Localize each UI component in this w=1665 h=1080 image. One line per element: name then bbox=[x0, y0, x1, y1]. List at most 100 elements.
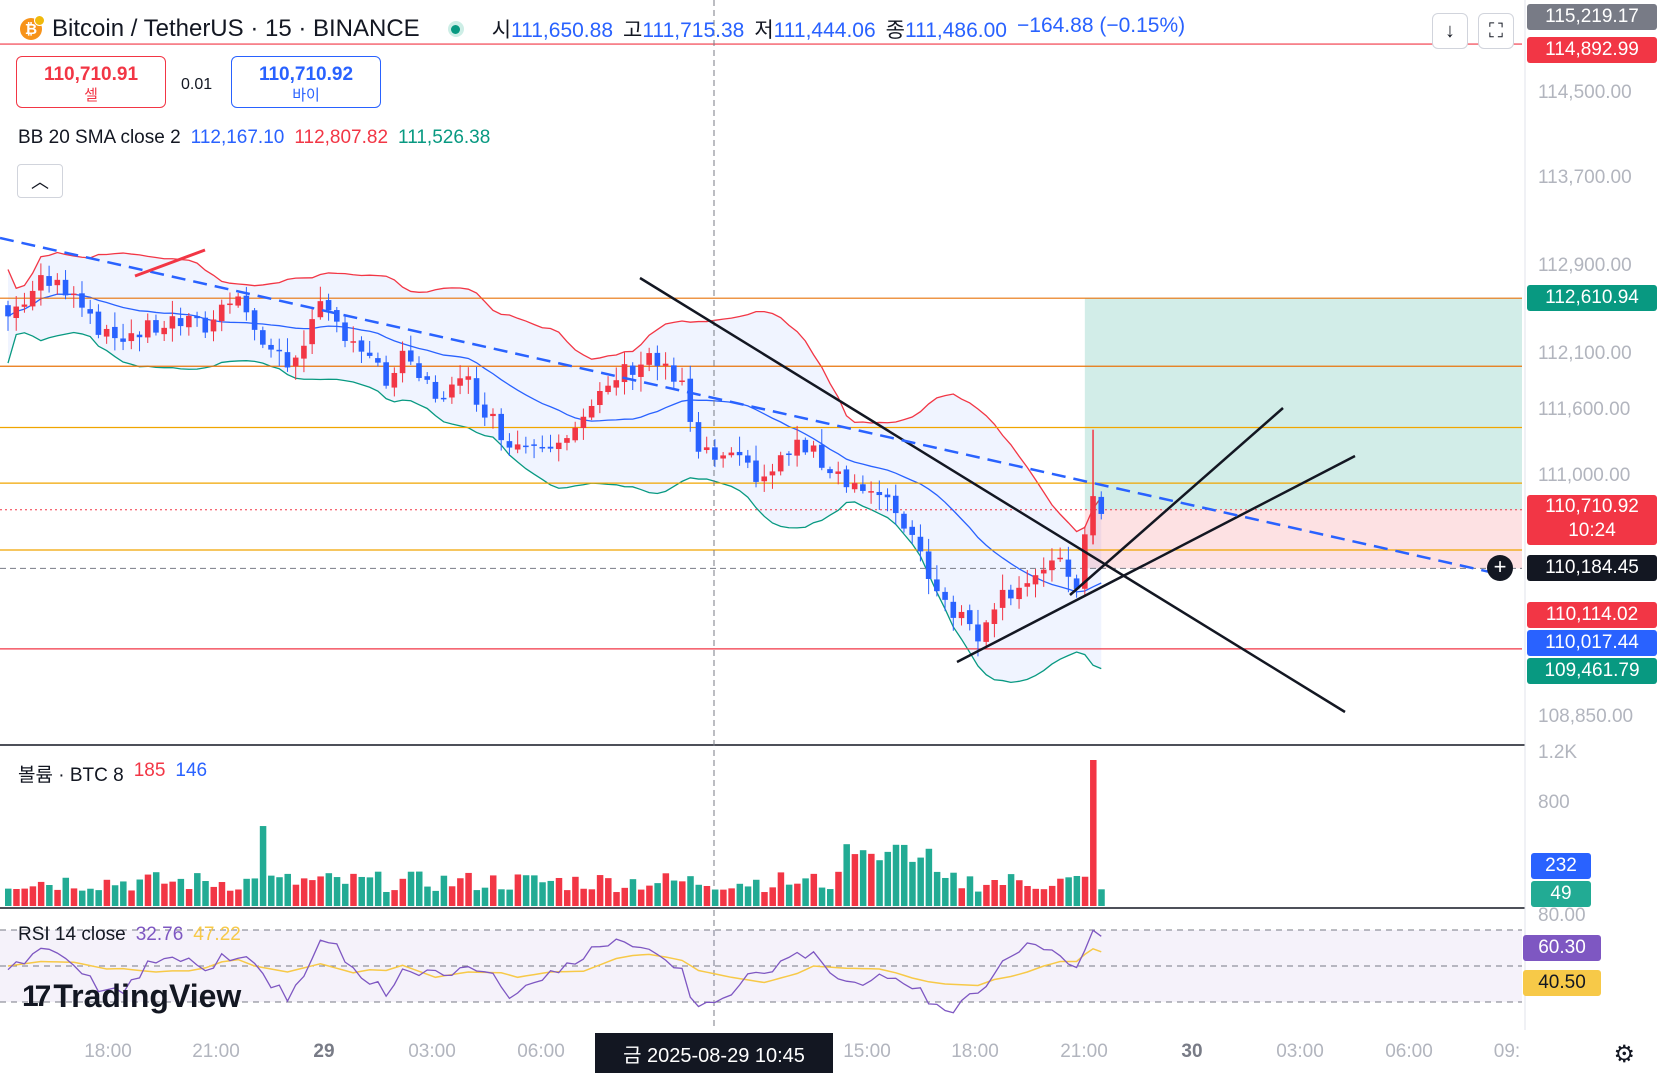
candle bbox=[227, 303, 233, 306]
candle bbox=[457, 378, 463, 386]
volume-bar bbox=[383, 891, 390, 906]
candle bbox=[62, 279, 69, 296]
volume-bar bbox=[350, 873, 357, 906]
volume-bar bbox=[531, 875, 538, 906]
volume-bar bbox=[720, 889, 727, 906]
volume-bar bbox=[1090, 760, 1097, 906]
buy-button[interactable]: 110,710.92 바이 bbox=[231, 56, 381, 108]
candle bbox=[917, 536, 924, 552]
candle bbox=[112, 326, 118, 339]
volume-bar bbox=[596, 875, 604, 906]
fullscreen-button[interactable]: ⛶ bbox=[1478, 13, 1514, 49]
candle bbox=[1008, 589, 1014, 599]
candle bbox=[654, 352, 661, 366]
volume-bar bbox=[679, 881, 686, 906]
volume-bar bbox=[21, 888, 28, 906]
sell-button[interactable]: 110,710.91 셀 bbox=[16, 56, 166, 108]
candle bbox=[416, 363, 422, 378]
volume-bar bbox=[300, 878, 308, 906]
volume-bar bbox=[448, 886, 456, 906]
price-tag: 109,461.79 bbox=[1527, 658, 1657, 684]
candle bbox=[5, 305, 11, 317]
volume-bar bbox=[276, 877, 283, 906]
candle bbox=[449, 384, 455, 398]
price-axis-label: 111,000.00 bbox=[1538, 465, 1631, 486]
candle bbox=[1016, 587, 1022, 600]
volume-bar bbox=[78, 890, 86, 906]
trendline bbox=[134, 248, 206, 278]
volume-bar bbox=[851, 854, 859, 906]
volume-bar bbox=[1007, 874, 1015, 906]
volume-bar bbox=[489, 875, 497, 906]
volume-bar bbox=[753, 879, 760, 906]
download-icon: ↓ bbox=[1445, 19, 1455, 42]
candle bbox=[712, 447, 718, 460]
crosshair-add-icon[interactable]: + bbox=[1487, 555, 1513, 581]
candle bbox=[687, 378, 694, 422]
price-tag: 115,219.17 bbox=[1527, 4, 1657, 30]
volume-bar bbox=[29, 886, 37, 906]
volume-bar bbox=[432, 890, 439, 906]
candle bbox=[901, 513, 907, 529]
volume-bar bbox=[424, 886, 431, 906]
time-axis-label: 06:00 bbox=[517, 1041, 565, 1062]
volume-bar bbox=[629, 879, 637, 906]
volume-tag: 49 bbox=[1531, 881, 1591, 907]
volume-bar bbox=[506, 889, 513, 906]
volume-bar bbox=[1032, 888, 1039, 906]
volume-bar bbox=[958, 888, 966, 906]
stop-loss-zone bbox=[1084, 509, 1522, 569]
candle bbox=[720, 455, 726, 459]
volume-bar bbox=[284, 873, 291, 906]
candle bbox=[531, 444, 537, 446]
candle bbox=[490, 413, 496, 417]
chart-settings-icon[interactable]: ⚙ bbox=[1613, 1041, 1635, 1068]
candle bbox=[539, 446, 546, 449]
candle bbox=[802, 439, 809, 453]
candle bbox=[46, 276, 52, 286]
volume-bar bbox=[843, 844, 850, 906]
candle bbox=[440, 397, 447, 400]
volume-legend[interactable]: 볼륨 · BTC 8 185 146 bbox=[18, 760, 208, 786]
candle bbox=[983, 622, 989, 642]
market-status-icon bbox=[447, 21, 464, 37]
crosshair-time-label: 금 2025-08-29 10:45 bbox=[595, 1033, 833, 1073]
candle bbox=[818, 444, 825, 468]
tradingview-logo-icon: 17 bbox=[22, 979, 51, 1013]
download-button[interactable]: ↓ bbox=[1432, 13, 1468, 49]
fullscreen-icon: ⛶ bbox=[1489, 19, 1503, 42]
volume-bar bbox=[1065, 877, 1072, 906]
volume-bar bbox=[333, 877, 341, 906]
volume-bar bbox=[1016, 880, 1023, 906]
candle bbox=[383, 362, 389, 386]
candle bbox=[218, 304, 225, 322]
volume-bar bbox=[769, 887, 776, 906]
candle bbox=[1032, 575, 1039, 585]
volume-bar bbox=[1048, 885, 1056, 906]
volume-bar bbox=[900, 844, 908, 906]
bb-legend[interactable]: BB 20 SMA close 2 112,167.10 112,807.82 … bbox=[18, 127, 491, 148]
candle bbox=[186, 315, 192, 328]
candle bbox=[29, 290, 36, 307]
rsi-legend[interactable]: RSI 14 close 32.76 47.22 bbox=[18, 924, 241, 945]
candle bbox=[860, 484, 866, 491]
volume-bar bbox=[966, 876, 974, 906]
trendline bbox=[1069, 407, 1284, 596]
collapse-legend-button[interactable]: ︿ bbox=[17, 164, 63, 198]
symbol-title[interactable]: Bitcoin / TetherUS · 15 · BINANCE bbox=[52, 15, 420, 42]
candle bbox=[753, 460, 759, 482]
candle bbox=[555, 442, 562, 450]
candle bbox=[251, 310, 258, 330]
volume-bar bbox=[177, 878, 185, 906]
volume-bar bbox=[942, 877, 949, 906]
volume-bar bbox=[785, 884, 793, 906]
candle bbox=[87, 309, 93, 314]
price-tag: 110,710.92 10:24 bbox=[1527, 495, 1657, 545]
volume-bar bbox=[917, 857, 924, 906]
candle bbox=[54, 279, 61, 286]
volume-bar bbox=[1024, 886, 1031, 906]
volume-bar bbox=[62, 877, 70, 906]
candle bbox=[884, 494, 891, 498]
candle bbox=[1098, 496, 1105, 514]
